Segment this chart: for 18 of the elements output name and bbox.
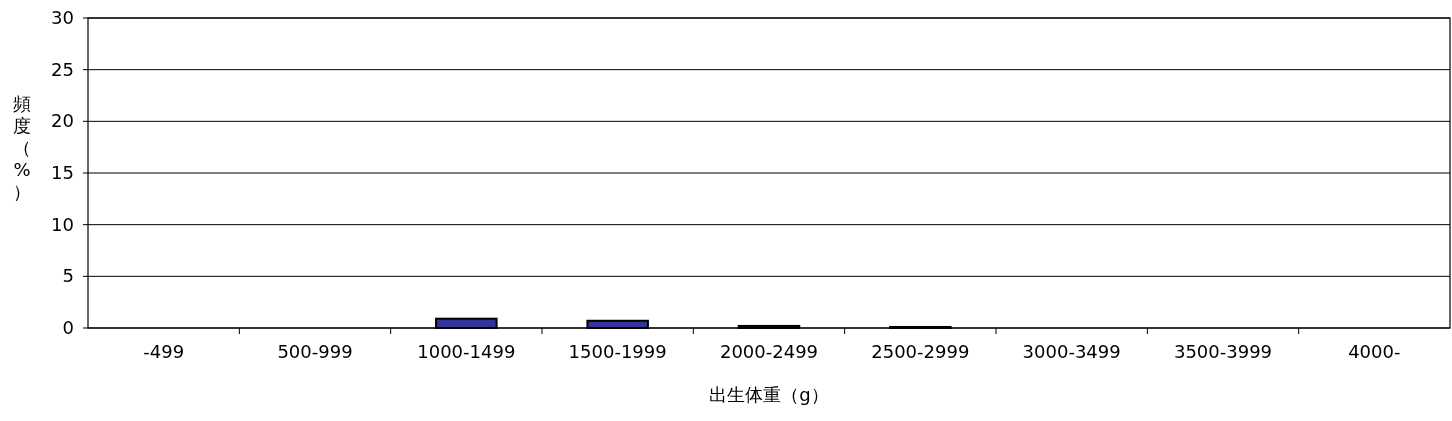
x-tick-label: 3000-3499 xyxy=(1022,341,1121,362)
x-tick-label: 2500-2999 xyxy=(871,341,970,362)
y-tick-label: 0 xyxy=(62,317,74,338)
x-tick-label: 3500-3999 xyxy=(1173,341,1273,362)
x-tick-label: 4000- xyxy=(1348,341,1401,362)
y-tick-label: 15 xyxy=(51,162,74,183)
x-tick-label: 1000-1499 xyxy=(417,341,516,362)
y-tick-label: 25 xyxy=(51,58,74,80)
y-tick-label: 20 xyxy=(51,110,74,132)
y-axis-title: 頻度（%） xyxy=(13,93,31,202)
x-tick-label: 2000-2499 xyxy=(719,341,819,362)
x-axis-title: 出生体重（g） xyxy=(709,384,829,405)
y-tick-label: 10 xyxy=(51,213,74,235)
x-tick-label: 500-999 xyxy=(277,341,353,362)
x-tick-label: -499 xyxy=(143,341,185,362)
y-tick-label: 30 xyxy=(51,7,74,28)
x-tick-label: 1500-1999 xyxy=(568,341,667,362)
y-tick-label: 5 xyxy=(62,265,74,287)
